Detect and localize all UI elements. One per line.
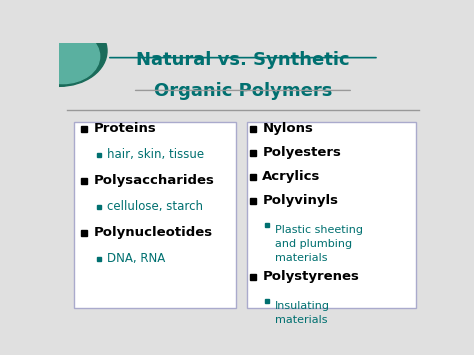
- Text: hair, skin, tissue: hair, skin, tissue: [107, 148, 204, 161]
- Text: Plastic sheeting
and plumbing
materials: Plastic sheeting and plumbing materials: [275, 225, 363, 263]
- Text: Polyesters: Polyesters: [263, 146, 341, 159]
- Text: DNA, RNA: DNA, RNA: [107, 252, 165, 265]
- Circle shape: [26, 29, 100, 84]
- Text: Nylons: Nylons: [263, 122, 313, 135]
- Text: Natural vs. Synthetic: Natural vs. Synthetic: [136, 51, 350, 69]
- Text: Polysaccharides: Polysaccharides: [93, 174, 214, 187]
- FancyBboxPatch shape: [246, 122, 416, 308]
- Text: Polyvinyls: Polyvinyls: [263, 195, 338, 207]
- Text: Polystyrenes: Polystyrenes: [263, 271, 359, 283]
- FancyBboxPatch shape: [74, 122, 236, 308]
- Text: Organic Polymers: Organic Polymers: [154, 82, 332, 100]
- Text: Polynucleotides: Polynucleotides: [93, 226, 212, 239]
- Text: Insulating
materials: Insulating materials: [275, 301, 330, 325]
- Text: Acrylics: Acrylics: [263, 170, 321, 183]
- Text: Proteins: Proteins: [93, 122, 156, 135]
- Circle shape: [11, 15, 107, 86]
- Text: cellulose, starch: cellulose, starch: [107, 200, 203, 213]
